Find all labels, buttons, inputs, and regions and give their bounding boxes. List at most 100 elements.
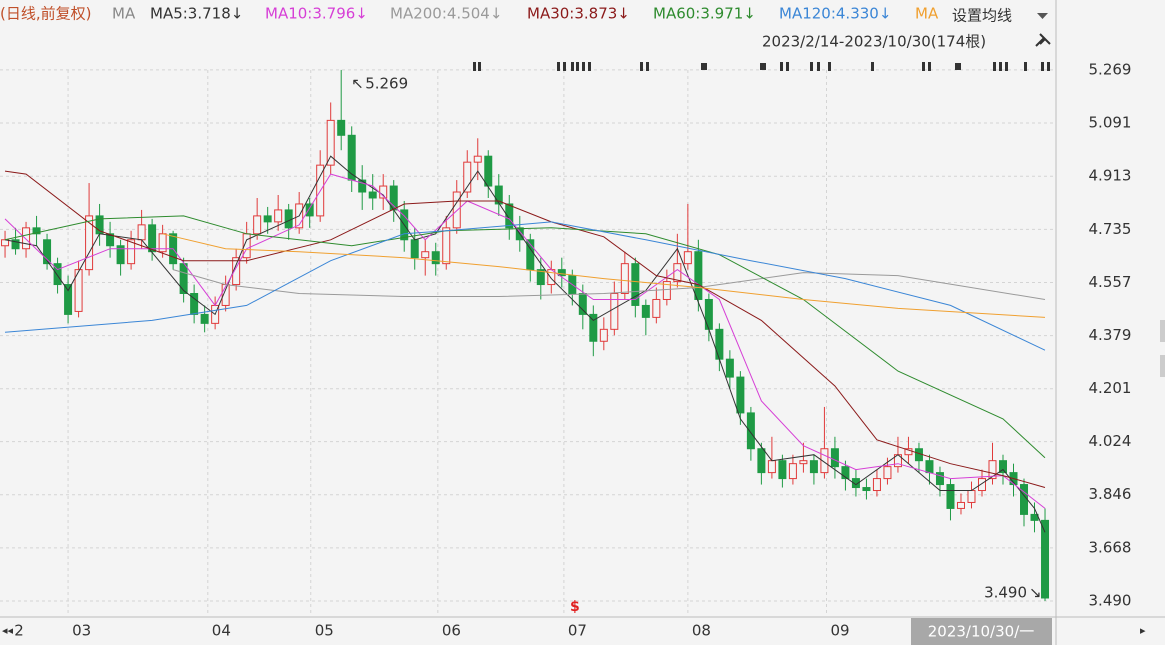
candle-body <box>557 269 566 277</box>
candle-body <box>851 478 860 489</box>
legend-entry: MA10:3.796↓ <box>265 5 368 23</box>
candle-body <box>883 466 892 480</box>
candle-body <box>746 412 755 450</box>
y-tick-label: 4.024 <box>1089 432 1132 450</box>
candle-body <box>32 227 41 235</box>
candle-body <box>809 460 818 474</box>
x-tick-label: 04 <box>212 622 231 640</box>
candle-body <box>641 304 650 318</box>
candle-body <box>999 460 1008 474</box>
candle-body <box>767 460 776 474</box>
ma-line <box>4 221 1046 351</box>
legend-entry: MA120:4.330↓ <box>779 5 891 23</box>
candle-body <box>484 155 493 187</box>
y-tick-label: 4.557 <box>1089 273 1132 291</box>
legend-entry: MA60:3.971↓ <box>653 5 756 23</box>
candle-body <box>22 227 31 250</box>
y-tick-label: 4.379 <box>1089 326 1132 344</box>
candle-body <box>200 313 209 324</box>
scroll-left[interactable]: ◂◂ <box>2 624 14 637</box>
candle-body <box>284 209 293 229</box>
candle-body <box>463 161 472 193</box>
candle-body <box>442 227 451 265</box>
candle-body <box>673 263 682 283</box>
candle-body <box>977 478 986 492</box>
candle-body <box>935 472 944 486</box>
scroll-handle[interactable] <box>1160 355 1165 377</box>
event-icon[interactable]: $ <box>570 599 580 615</box>
period-label: (日线,前复权) <box>0 5 91 23</box>
candle-body <box>253 215 262 235</box>
y-tick-label: 4.735 <box>1089 220 1132 238</box>
ma-line <box>4 173 1046 509</box>
candle-body <box>925 460 934 474</box>
candle-body <box>410 239 419 259</box>
y-tick-label: 4.913 <box>1089 167 1132 185</box>
x-tick-label: 09 <box>831 622 850 640</box>
min-label: 3.490 <box>984 583 1027 601</box>
ma-line <box>172 269 1046 300</box>
candle-body <box>589 313 598 342</box>
ma-line <box>162 233 1046 318</box>
candle-body <box>956 501 965 509</box>
candle-body <box>526 239 535 271</box>
candle-body <box>683 251 692 265</box>
ma-line <box>4 170 1046 488</box>
candle-body <box>904 448 913 456</box>
candle-body <box>305 203 314 217</box>
candle-body <box>358 179 367 193</box>
candle-body <box>11 239 20 250</box>
candle-body <box>788 463 797 480</box>
candle-body <box>452 191 461 229</box>
pin-icon[interactable] <box>1035 33 1051 47</box>
legend-entry: MA <box>915 5 939 23</box>
candle-body <box>431 251 440 265</box>
candle-body <box>1020 484 1029 515</box>
cursor-date-bg <box>911 618 1052 645</box>
candle-body <box>725 358 734 378</box>
candle-body <box>652 298 661 318</box>
y-tick-label: 3.846 <box>1089 485 1132 503</box>
candle-body <box>662 281 671 300</box>
header-bg <box>0 0 1056 30</box>
candle-body <box>799 460 808 465</box>
ma-label: MA <box>112 5 136 23</box>
candle-body <box>536 269 545 286</box>
range-label: 2023/2/14-2023/10/30(174根) <box>762 33 986 51</box>
dropdown-arrow[interactable] <box>1037 13 1048 19</box>
candle-body <box>715 328 724 360</box>
scroll-right[interactable]: ▸ <box>1140 624 1146 637</box>
candle-body <box>368 191 377 199</box>
candle-body <box>1041 519 1050 599</box>
max-label: 5.269 <box>365 74 408 92</box>
candle-body <box>620 263 629 295</box>
candle-body <box>232 257 241 286</box>
scroll-handle[interactable] <box>1160 320 1165 342</box>
candle-body <box>841 466 850 480</box>
settings-bg <box>940 0 1056 30</box>
event-markers[interactable] <box>473 62 1050 71</box>
candle-body <box>505 203 514 229</box>
candle-body <box>599 328 608 342</box>
candle-body <box>326 119 335 166</box>
x-tick-label: 07 <box>568 622 587 640</box>
legend-entry: MA30:3.873↓ <box>527 5 630 23</box>
x-tick-label: 03 <box>72 622 91 640</box>
x-tick-label: 05 <box>315 622 334 640</box>
settings-button[interactable]: 设置均线 <box>952 7 1012 25</box>
candle-body <box>578 293 587 315</box>
candle-body <box>757 448 766 474</box>
candle-body <box>736 376 745 414</box>
candle-body <box>347 134 356 181</box>
candle-body <box>631 263 640 306</box>
candle-body <box>704 298 713 330</box>
candle-body <box>64 284 73 315</box>
candle-body <box>778 460 787 480</box>
plot-area <box>0 69 1055 615</box>
candle-body <box>116 245 125 265</box>
candle-body <box>473 155 482 163</box>
candle-body <box>421 251 430 259</box>
cursor-date: 2023/10/30/一 <box>928 623 1035 641</box>
candle-body <box>988 460 997 480</box>
